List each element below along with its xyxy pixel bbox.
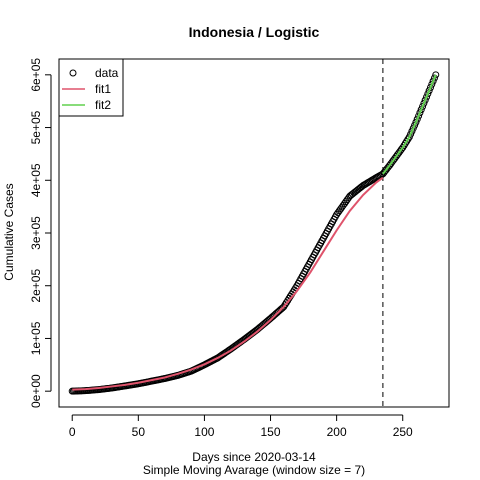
- x-tick-label: 150: [261, 425, 281, 439]
- x-tick-label: 250: [393, 425, 413, 439]
- plot-area: 0 50 100 150 200 250 0e+00 1e+05 2e+05 3e+05 4e+05…: [29, 58, 450, 439]
- legend: data fit1 fit2: [58, 58, 124, 117]
- chart-title: Indonesia / Logistic: [189, 24, 320, 40]
- x-axis-sublabel: Simple Moving Avarage (window size = 7): [143, 463, 365, 477]
- data-point: [416, 109, 424, 117]
- data-point: [424, 90, 432, 98]
- legend-data-marker: [69, 69, 77, 77]
- y-tick-label: 5e+05: [29, 110, 43, 144]
- y-tick-label: 3e+05: [29, 216, 43, 250]
- data-point: [412, 118, 420, 126]
- data-point: [430, 74, 438, 82]
- y-tick-label: 4e+05: [29, 163, 43, 197]
- data-point: [423, 93, 431, 101]
- series-line-fit2: [382, 74, 437, 175]
- legend-fit1-label: fit1: [95, 82, 111, 96]
- data-point: [429, 77, 437, 85]
- x-tick-label: 0: [69, 425, 76, 439]
- series-line-fit1: [72, 176, 384, 391]
- data-point: [432, 71, 440, 79]
- x-tick-label: 100: [194, 425, 214, 439]
- data-point: [419, 102, 427, 110]
- data-point: [413, 115, 421, 123]
- x-tick-label: 200: [327, 425, 347, 439]
- data-point: [426, 83, 434, 91]
- data-point: [425, 87, 433, 95]
- data-point: [415, 112, 423, 120]
- y-axis-label: Cumulative Cases: [2, 183, 16, 280]
- legend-fit2-label: fit2: [95, 98, 111, 112]
- x-axis-label: Days since 2020-03-14: [192, 450, 316, 464]
- x-tick-label: 50: [132, 425, 146, 439]
- data-point: [428, 80, 436, 88]
- data-point: [420, 99, 428, 107]
- data-point: [421, 96, 429, 104]
- y-tick-label: 2e+05: [29, 269, 43, 303]
- plot-frame: [58, 58, 450, 408]
- data-point: [417, 106, 425, 114]
- legend-box: [58, 58, 124, 117]
- y-tick-label: 1e+05: [29, 321, 43, 355]
- y-tick-label: 0e+00: [29, 374, 43, 408]
- y-tick-label: 6e+05: [29, 58, 43, 92]
- legend-data-label: data: [95, 66, 119, 80]
